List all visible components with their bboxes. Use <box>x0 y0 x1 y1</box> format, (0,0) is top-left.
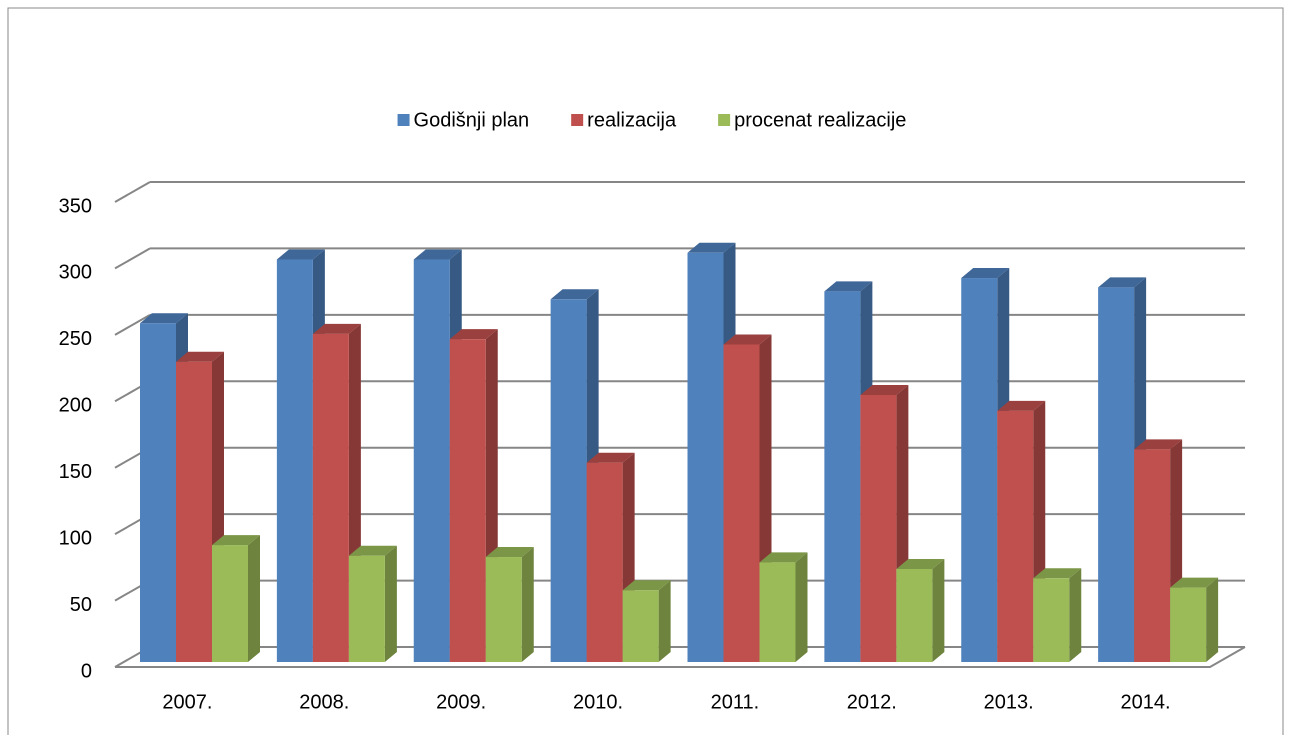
bar-top <box>687 242 736 253</box>
bar-top <box>348 545 397 556</box>
x-tick-label: 2013. <box>984 691 1034 713</box>
bar <box>413 259 450 662</box>
y-tick-label: 0 <box>81 660 92 682</box>
bar <box>824 291 861 662</box>
bar-top <box>860 384 909 395</box>
bar-side <box>384 545 397 662</box>
legend-swatch <box>718 114 731 126</box>
bar <box>348 555 385 662</box>
bar-side <box>521 547 534 662</box>
bar-top <box>485 547 534 558</box>
chart-frame <box>7 7 1284 735</box>
grid-line-side <box>114 181 151 203</box>
bar-top <box>997 400 1046 411</box>
bar-top <box>961 268 1010 279</box>
bar-top <box>413 249 462 260</box>
bar <box>860 394 897 662</box>
bar <box>961 278 998 662</box>
legend-label: procenat realizacije <box>734 109 906 131</box>
bar <box>212 545 248 662</box>
bar <box>140 323 176 662</box>
y-tick-label: 200 <box>59 395 92 417</box>
bar <box>312 333 349 662</box>
legend-swatch <box>571 114 584 126</box>
bar <box>449 339 486 662</box>
y-tick-label: 300 <box>59 262 92 284</box>
bar-top <box>140 313 188 324</box>
grid-line-side <box>114 313 151 336</box>
bar-side <box>1206 577 1219 662</box>
bar <box>276 259 313 662</box>
bar <box>687 252 724 663</box>
floor <box>115 646 1246 668</box>
y-tick-label: 350 <box>59 195 92 217</box>
bar-top <box>759 552 808 563</box>
y-tick-label: 100 <box>59 527 92 549</box>
legend-label: realizacija <box>587 109 677 131</box>
bar <box>550 299 587 662</box>
bar-top <box>1033 568 1082 579</box>
bar <box>586 462 623 662</box>
bar-top <box>896 559 945 569</box>
bar-top <box>622 580 671 591</box>
bar-top <box>824 281 873 292</box>
bar-side <box>795 552 808 662</box>
bar <box>896 569 933 662</box>
bar-top <box>1170 577 1219 588</box>
bar-top <box>449 329 498 340</box>
bar-top <box>1098 277 1147 288</box>
bar <box>485 557 522 662</box>
bar-top <box>212 535 260 546</box>
bar-top <box>550 289 599 300</box>
x-tick-label: 2008. <box>299 691 349 713</box>
bar-side <box>1069 568 1082 662</box>
bar <box>997 410 1034 662</box>
x-tick-label: 2014. <box>1121 691 1171 713</box>
x-tick-label: 2010. <box>573 691 623 713</box>
bar <box>759 562 796 662</box>
bar <box>723 344 760 662</box>
bar <box>1033 578 1070 662</box>
legend-swatch <box>397 114 410 126</box>
bar-top <box>1134 439 1183 450</box>
y-tick-label: 50 <box>70 594 92 616</box>
x-tick-label: 2007. <box>162 691 212 713</box>
grid-line-side <box>114 247 151 270</box>
bar-top <box>312 323 361 334</box>
x-tick-label: 2009. <box>436 691 486 713</box>
bar-side <box>248 535 260 662</box>
bar <box>176 361 212 662</box>
bar-top <box>276 249 325 260</box>
bar <box>1170 587 1207 662</box>
y-tick-label: 150 <box>59 461 92 483</box>
bar <box>1134 449 1171 662</box>
y-tick-label: 250 <box>59 328 92 350</box>
bar-top <box>176 351 224 362</box>
legend-label: Godišnji plan <box>414 109 530 131</box>
bar <box>1098 287 1135 662</box>
bar-top <box>586 452 635 463</box>
x-tick-label: 2011. <box>711 691 760 713</box>
bar-top <box>723 334 772 345</box>
bar <box>622 590 659 662</box>
bar-side <box>932 559 945 662</box>
x-tick-label: 2012. <box>847 691 897 713</box>
bar-side <box>658 580 671 662</box>
